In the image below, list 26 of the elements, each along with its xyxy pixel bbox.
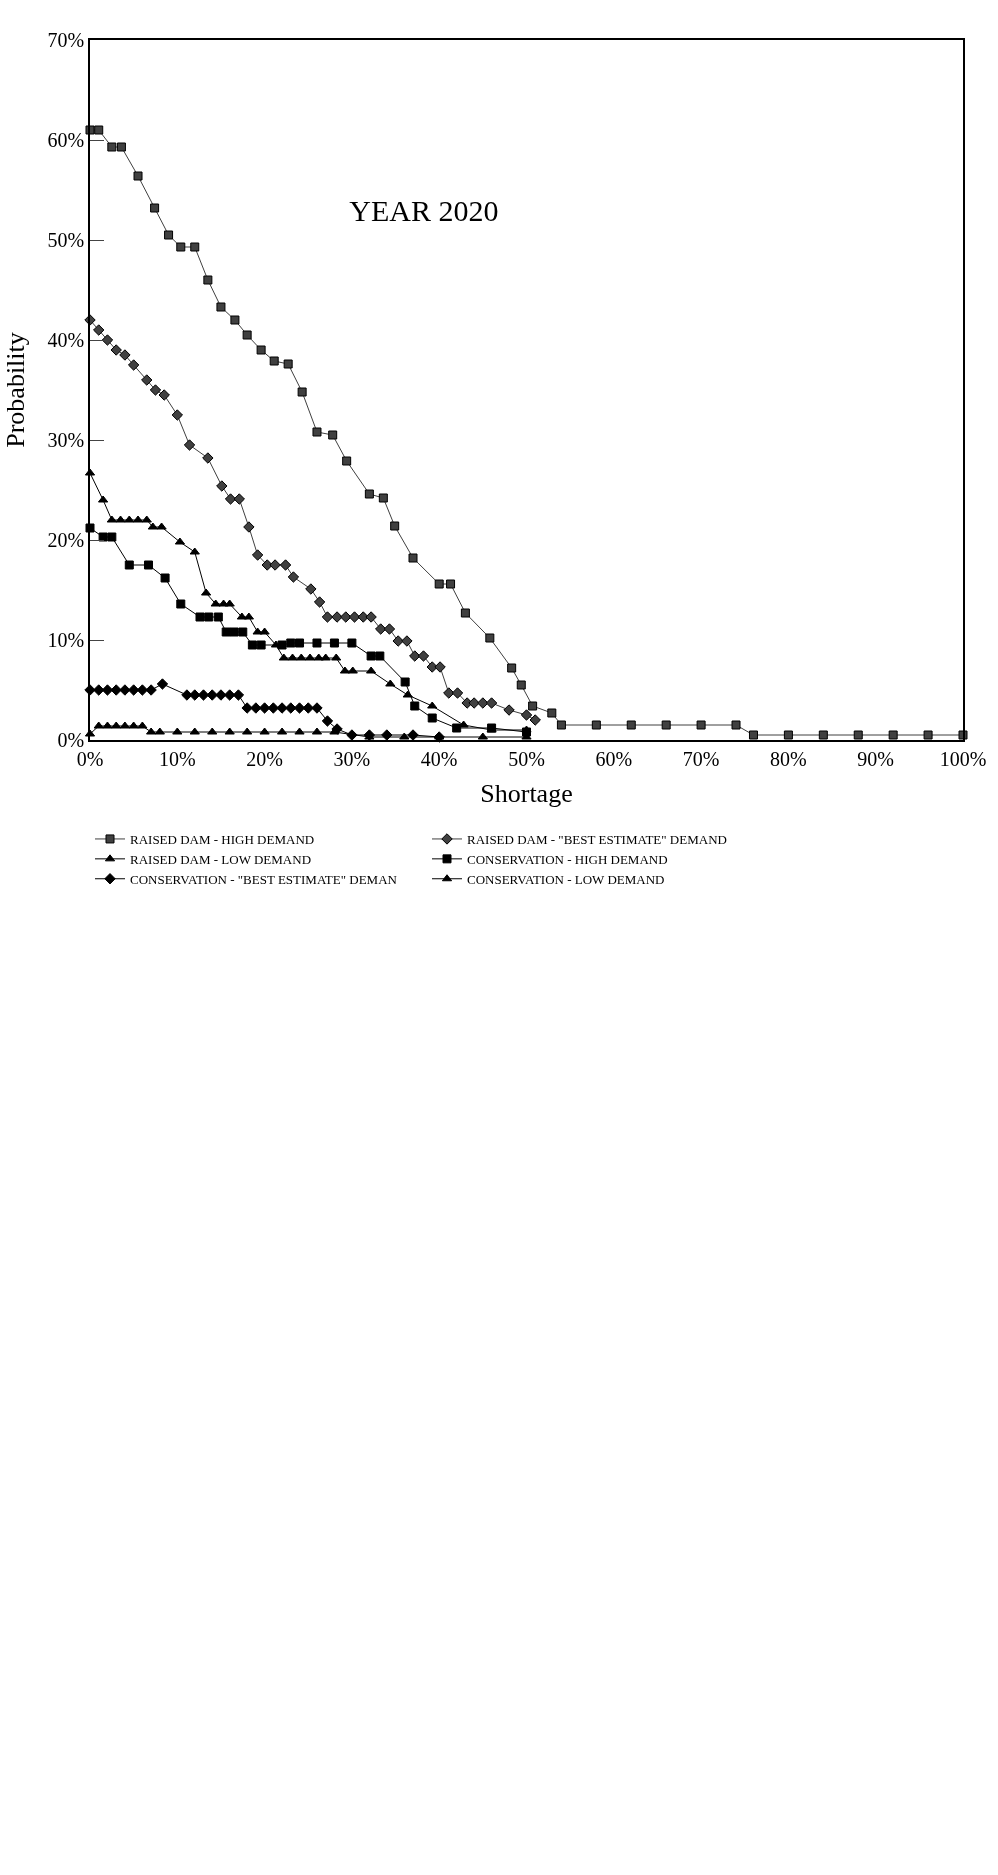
y-tick-label: 50%	[47, 229, 85, 251]
y-axis-title: Probability	[1, 332, 31, 448]
x-axis-title: Shortage	[480, 778, 573, 808]
legend-label: CONSERVATION - LOW DEMAND	[467, 871, 665, 887]
y-tick-label: 30%	[47, 429, 85, 451]
y-tick-label: 10%	[47, 629, 85, 651]
x-tick-label: 20%	[246, 747, 283, 770]
legend-label: RAISED DAM - HIGH DEMAND	[130, 832, 315, 848]
x-tick-label: 60%	[595, 747, 633, 770]
x-tick-label: 100%	[939, 747, 987, 770]
legend-label: CONSERVATION - "BEST ESTIMATE" DEMAN	[130, 871, 398, 887]
x-tick-label: 10%	[158, 747, 196, 770]
legend-label: CONSERVATION - HIGH DEMAND	[467, 851, 668, 867]
y-tick-label: 40%	[47, 329, 85, 351]
x-tick-label: 30%	[333, 747, 371, 770]
x-tick-label: 80%	[770, 747, 807, 770]
x-tick-label: 90%	[857, 747, 895, 770]
x-tick-label: 40%	[420, 747, 458, 770]
y-tick-label: 60%	[47, 129, 85, 151]
y-tick-label: 70%	[47, 29, 85, 51]
legend-label: RAISED DAM - LOW DEMAND	[130, 851, 312, 867]
legend-label: RAISED DAM - "BEST ESTIMATE" DEMAND	[467, 832, 727, 848]
x-tick-label: 50%	[508, 747, 545, 770]
y-tick-label: 20%	[47, 529, 85, 551]
text: YEAR 2020	[349, 194, 499, 227]
x-tick-label: 70%	[682, 747, 720, 770]
